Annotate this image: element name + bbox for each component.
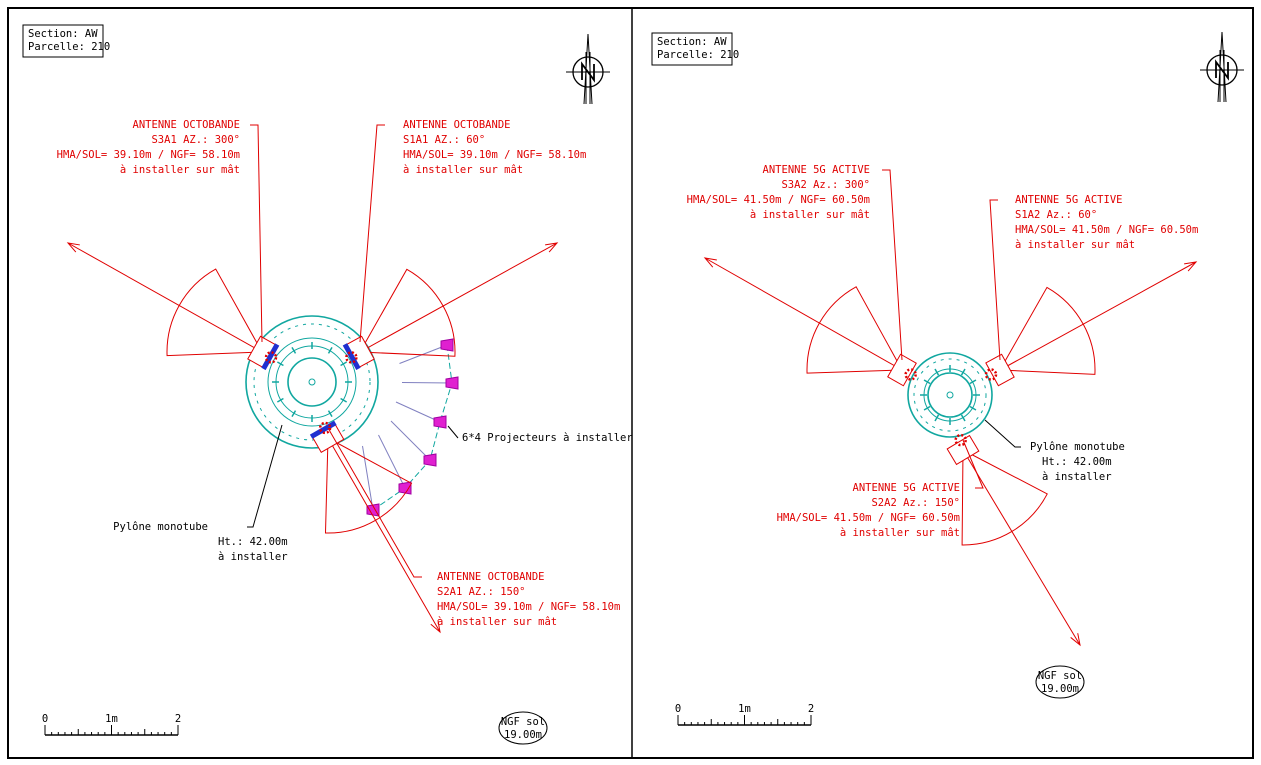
- antenna-label: HMA/SOL= 39.10m / NGF= 58.10m: [437, 601, 620, 613]
- parcel-label: Parcelle: 210: [28, 41, 110, 53]
- projector: [434, 416, 446, 428]
- scale-label: 1m: [105, 713, 118, 725]
- pylon-note: Pylône monotube: [1030, 441, 1125, 453]
- projector-arm: [402, 383, 452, 384]
- antenna-label: S3A2 Az.: 300°: [781, 179, 870, 191]
- ngf-label: NGF sol: [1038, 670, 1082, 682]
- projector: [446, 377, 458, 389]
- drawing: Section: AWParcelle: 2106*4 Projecteurs …: [0, 0, 1261, 761]
- antenna-label: ANTENNE 5G ACTIVE: [763, 164, 870, 176]
- antenna-label: ANTENNE OCTOBANDE: [403, 119, 510, 131]
- antenna-label: ANTENNE 5G ACTIVE: [853, 482, 960, 494]
- antenna-label: S3A1 AZ.: 300°: [151, 134, 240, 146]
- antenna-label: à installer sur mât: [120, 164, 240, 176]
- scale-label: 0: [42, 713, 48, 725]
- antenna-label: à installer sur mât: [750, 209, 870, 221]
- projector: [441, 339, 453, 351]
- scale-label: 2: [808, 703, 814, 715]
- pylon-note: Ht.: 42.00m: [1042, 456, 1112, 468]
- antenna-label: S2A2 Az.: 150°: [871, 497, 960, 509]
- parcel-label: Parcelle: 210: [657, 49, 739, 61]
- projector: [424, 454, 436, 466]
- section-label: Section: AW: [657, 36, 727, 48]
- antenna-label: HMA/SOL= 41.50m / NGF= 60.50m: [687, 194, 870, 206]
- antenna-label: ANTENNE 5G ACTIVE: [1015, 194, 1122, 206]
- scale-label: 1m: [738, 703, 751, 715]
- antenna-label: S2A1 AZ.: 150°: [437, 586, 526, 598]
- antenna-label: HMA/SOL= 39.10m / NGF= 58.10m: [57, 149, 240, 161]
- antenna-label: ANTENNE OCTOBANDE: [133, 119, 240, 131]
- antenna-label: HMA/SOL= 41.50m / NGF= 60.50m: [777, 512, 960, 524]
- scale-label: 0: [675, 703, 681, 715]
- pylon-note: Pylône monotube: [113, 521, 208, 533]
- projector-note: 6*4 Projecteurs à installer: [462, 432, 633, 444]
- pylon-note: à installer: [1042, 471, 1112, 483]
- pylon-note: Ht.: 42.00m: [218, 536, 288, 548]
- antenna-label: S1A1 AZ.: 60°: [403, 134, 485, 146]
- antenna-label: S1A2 Az.: 60°: [1015, 209, 1097, 221]
- ngf-value: 19.00m: [504, 729, 542, 741]
- ngf-label: NGF sol: [501, 716, 545, 728]
- ngf-value: 19.00m: [1041, 683, 1079, 695]
- antenna-label: HMA/SOL= 41.50m / NGF= 60.50m: [1015, 224, 1198, 236]
- section-label: Section: AW: [28, 28, 98, 40]
- antenna-label: à installer sur mât: [840, 527, 960, 539]
- antenna-label: à installer sur mât: [1015, 239, 1135, 251]
- antenna-label: à installer sur mât: [403, 164, 523, 176]
- scale-label: 2: [175, 713, 181, 725]
- antenna-label: à installer sur mât: [437, 616, 557, 628]
- antenna-label: HMA/SOL= 39.10m / NGF= 58.10m: [403, 149, 586, 161]
- antenna-label: ANTENNE OCTOBANDE: [437, 571, 544, 583]
- pylon-note: à installer: [218, 551, 288, 563]
